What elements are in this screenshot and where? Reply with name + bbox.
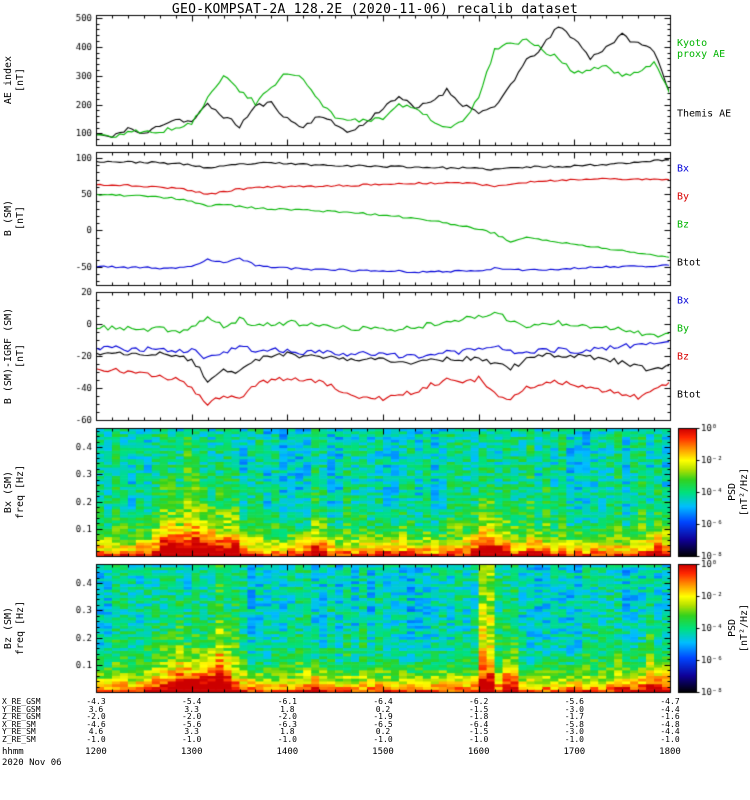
x-tick-label: 1800 — [659, 747, 681, 757]
ephemeris-value: -4.8 — [660, 719, 680, 729]
ephemeris-value: 1.8 — [280, 704, 295, 714]
colorbar-psd-label-bx: PSD [nT²/Hz] — [727, 467, 750, 517]
x-tick-label: 1500 — [372, 747, 394, 757]
ephemeris-value: -1.6 — [660, 712, 680, 722]
ephemeris-value: 0.2 — [375, 727, 391, 737]
ephemeris-value: -1.0 — [373, 735, 393, 744]
ephemeris-value: -5.6 — [564, 697, 584, 706]
ylabel-bx-spectrogram: Bx (SM) freq [Hz] — [3, 464, 26, 520]
x-tick-label: 1400 — [276, 747, 299, 757]
ephemeris-value: -6.1 — [277, 697, 297, 706]
ephemeris-value: -6.4 — [373, 697, 393, 706]
ephemeris-value: -1.0 — [277, 735, 297, 744]
legend-by: By — [677, 323, 690, 335]
ephemeris-value: -4.3 — [86, 697, 106, 706]
ephemeris-value: -4.7 — [660, 697, 680, 706]
ephemeris-value: -1.5 — [469, 727, 489, 737]
ephemeris-value: -2.0 — [86, 712, 106, 722]
ephemeris-label: Y_RE_GSM — [2, 704, 41, 714]
ephemeris-value: 1.8 — [280, 727, 295, 737]
ephemeris-value: -2.0 — [182, 712, 202, 722]
legend-bx: Bx — [677, 295, 690, 307]
ephemeris-value: -6.4 — [469, 719, 489, 729]
ephemeris-value: -6.2 — [469, 697, 489, 706]
ephemeris-value: -1.9 — [373, 712, 393, 722]
legend-bz: Bz — [677, 351, 690, 363]
legend-btot: Btot — [677, 257, 702, 269]
ephemeris-value: -4.4 — [660, 727, 680, 737]
ephemeris-label: Z_RE_SM — [2, 735, 36, 744]
ephemeris-value: -2.0 — [277, 712, 297, 722]
ephemeris-value: -1.0 — [469, 735, 489, 744]
ephemeris-value: -4.4 — [660, 704, 680, 714]
ephemeris-value: 3.6 — [88, 704, 104, 714]
ephemeris-value: -3.0 — [564, 704, 584, 714]
ephemeris-value: -5.8 — [564, 719, 584, 729]
ephemeris-value: -1.7 — [564, 712, 584, 722]
ephemeris-value: 3.3 — [184, 727, 199, 737]
ephemeris-label: Z_RE_GSM — [2, 712, 41, 722]
legend-btot: Btot — [677, 389, 702, 401]
legend-bz: Bz — [677, 219, 690, 231]
ephemeris-value: -1.0 — [182, 735, 202, 744]
ephemeris-value: -3.0 — [564, 727, 584, 737]
legend-by: By — [677, 191, 690, 203]
ephemeris-value: -5.4 — [182, 697, 202, 706]
ephemeris-value: -1.0 — [564, 735, 584, 744]
colorbar-psd-label-bz: PSD [nT²/Hz] — [727, 603, 750, 653]
date-label: 2020 Nov 06 — [2, 758, 62, 768]
ephemeris-label: Y_RE_SM — [2, 727, 36, 737]
hhmm-label: hhmm — [2, 747, 24, 757]
x-tick-label: 1700 — [563, 747, 586, 757]
legend-themis-ae: Themis AE — [677, 108, 732, 120]
ephemeris-value: -6.3 — [277, 719, 297, 729]
ephemeris-value: -1.0 — [86, 735, 106, 744]
ephemeris-value: -5.6 — [182, 719, 202, 729]
legend-bx: Bx — [677, 163, 690, 175]
x-tick-label: 1200 — [85, 747, 107, 757]
ephemeris-value: -1.0 — [660, 735, 680, 744]
ephemeris-label: X_RE_GSM — [2, 697, 41, 706]
x-tick-label: 1300 — [180, 747, 203, 757]
legend-kyoto-proxy-ae: Kyoto proxy AE — [677, 38, 726, 60]
ephemeris-label: X_RE_SM — [2, 719, 36, 729]
ephemeris-value: -1.8 — [469, 712, 489, 722]
ylabel-ae-index: AE index [nT] — [3, 55, 26, 105]
ephemeris-value: -6.5 — [373, 719, 393, 729]
ephemeris-value: -1.5 — [469, 704, 489, 714]
ephemeris-value: 0.2 — [375, 704, 391, 714]
ylabel-bz-spectrogram: Bz (SM) freq [Hz] — [3, 600, 26, 656]
figure-title: GEO-KOMPSAT-2A 128.2E (2020-11-06) recal… — [171, 2, 579, 17]
ylabel-b-sm-igrf: B (SM)-IGRF (SM) [nT] — [3, 307, 26, 405]
ephemeris-value: -4.6 — [86, 719, 106, 729]
ylabel-b-sm: B (SM) [nT] — [3, 199, 26, 237]
x-tick-label: 1600 — [467, 747, 490, 757]
ephemeris-value: 3.3 — [184, 704, 199, 714]
ephemeris-value: 4.6 — [88, 727, 104, 737]
